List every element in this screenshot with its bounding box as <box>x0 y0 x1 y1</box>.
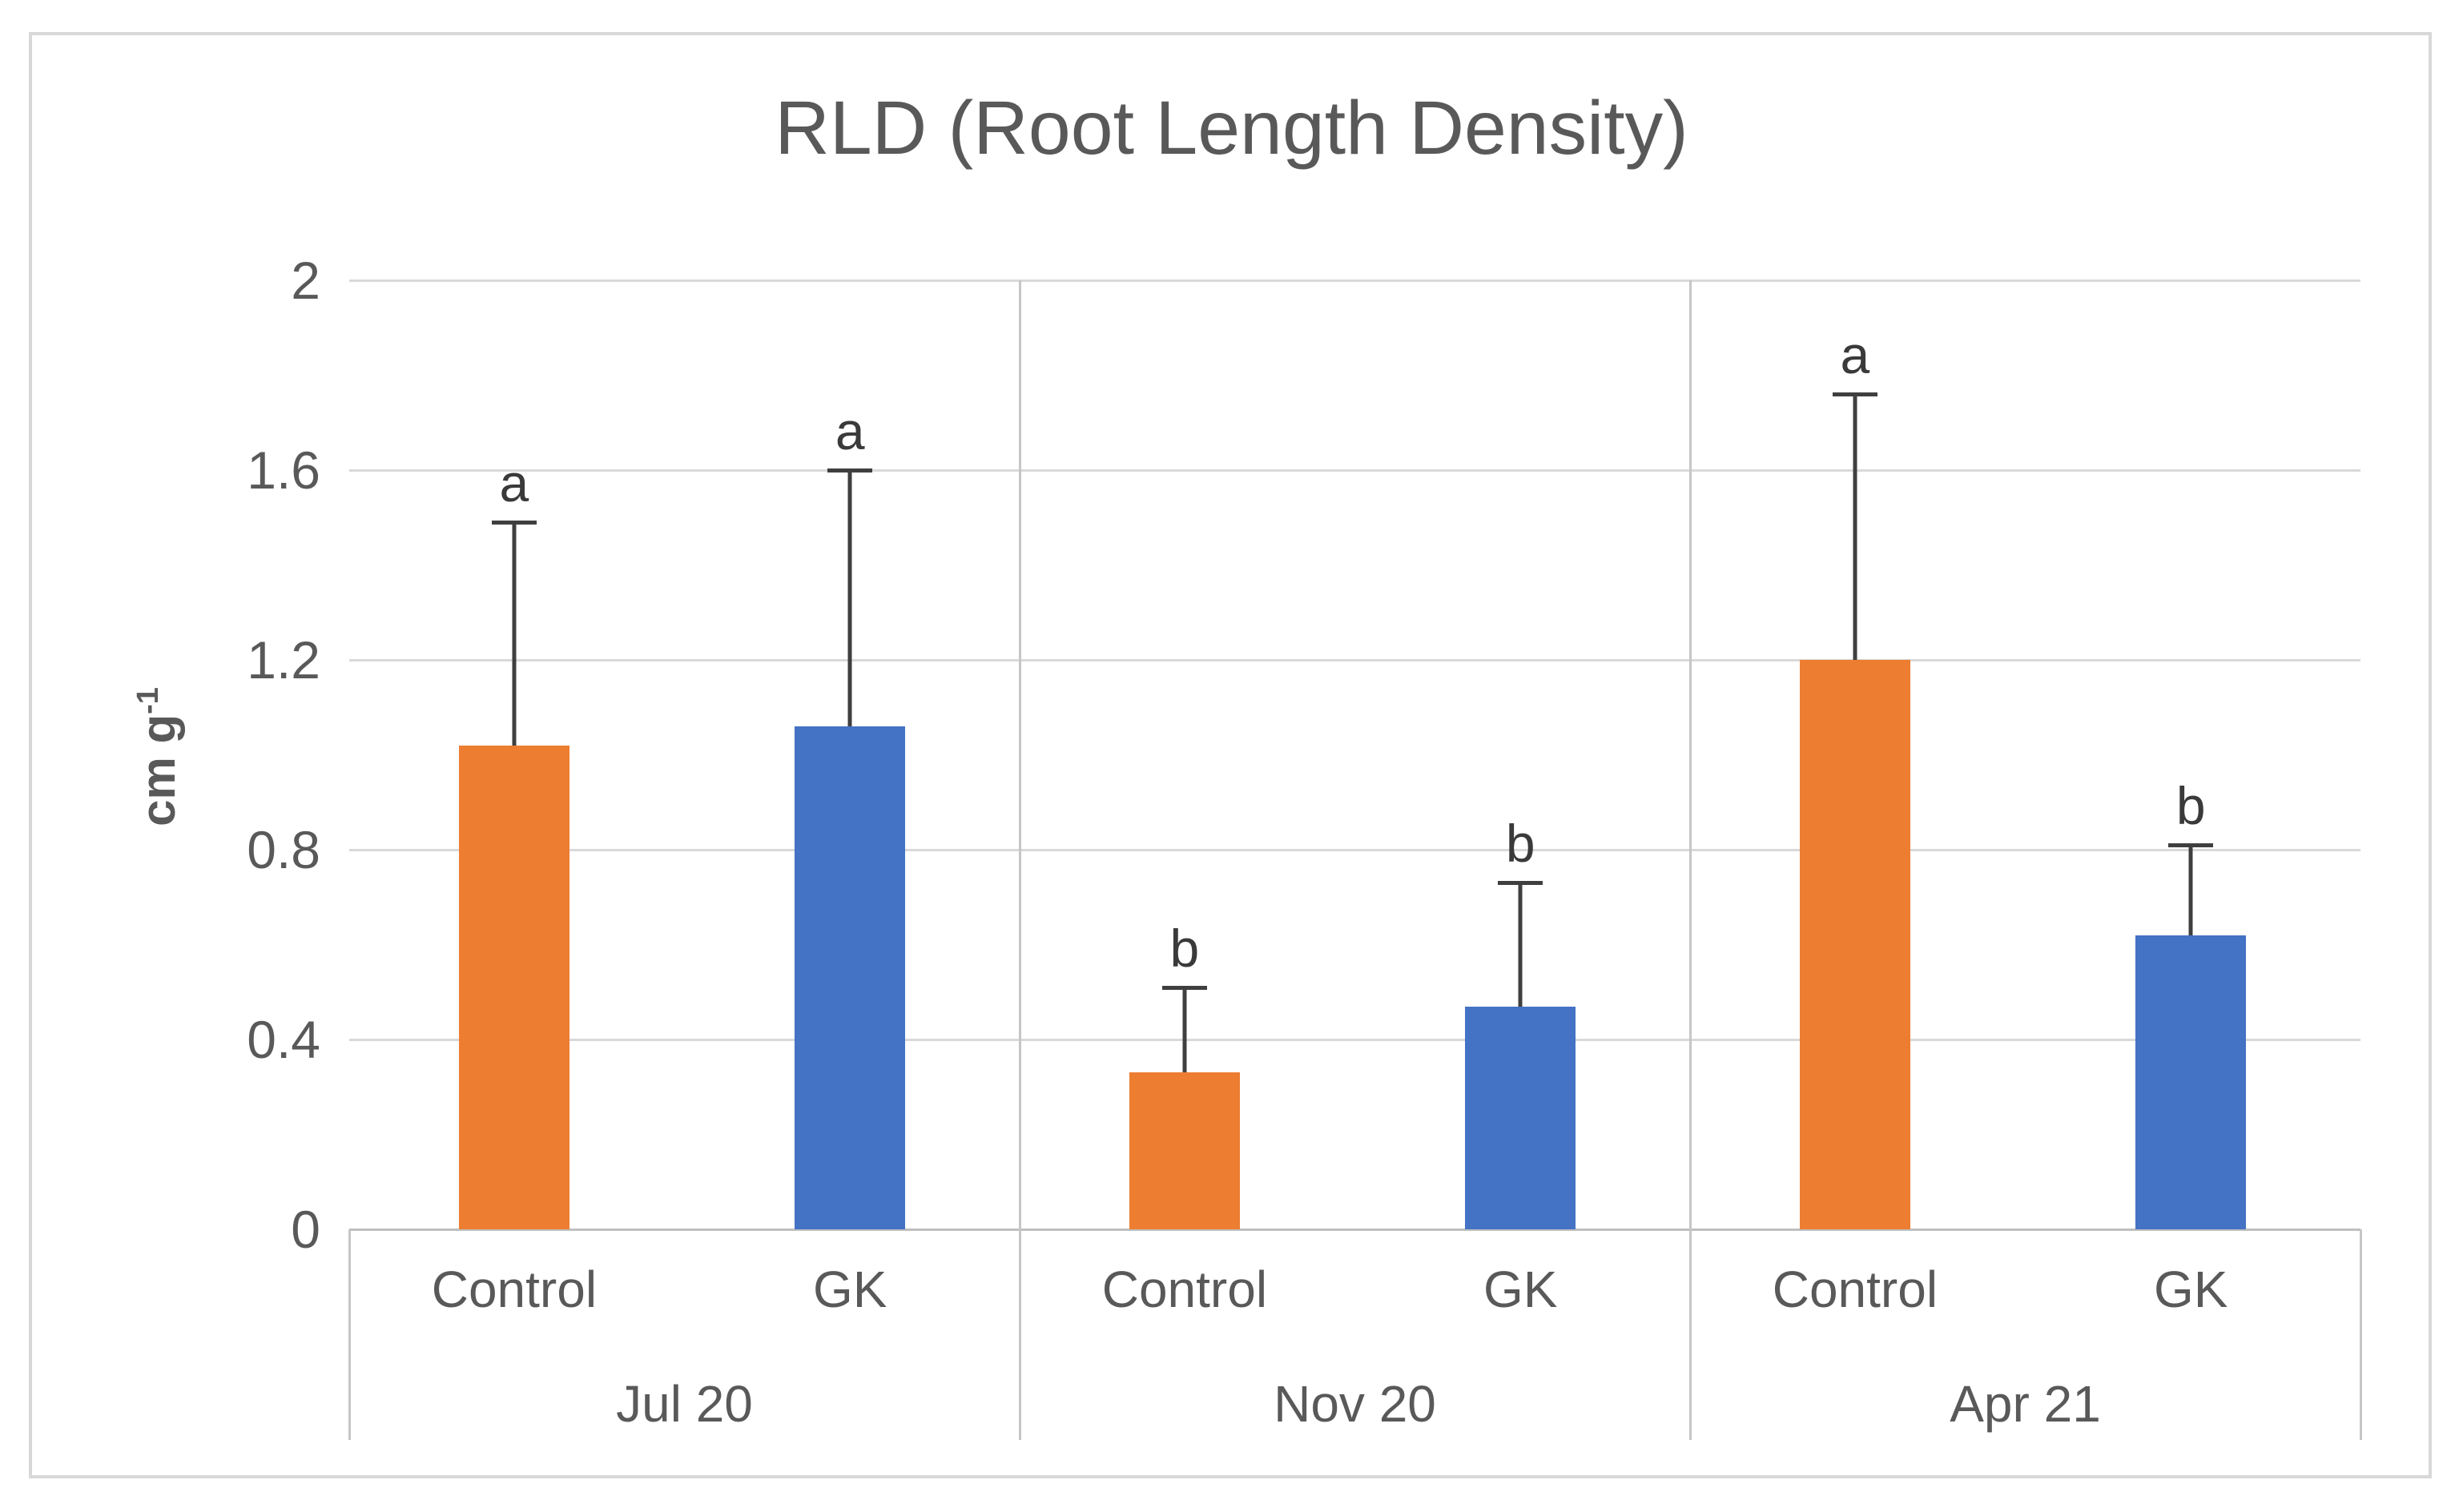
error-bar-stem-control-apr-21 <box>1853 394 1857 660</box>
y-tick-label-0: 0 <box>291 1200 320 1259</box>
significance-letter-control-nov-20: b <box>1169 918 1200 978</box>
category-table-left-border <box>348 1229 351 1440</box>
significance-letter-control-apr-21: a <box>1840 325 1870 385</box>
group-label-nov-20: Nov 20 <box>1274 1375 1436 1433</box>
category-label-control-jul-20: Control <box>431 1261 598 1318</box>
significance-letter-gk-nov-20: b <box>1505 814 1535 874</box>
category-label-gk-apr-21: GK <box>2154 1261 2228 1318</box>
bar-gk-apr-21 <box>2135 935 2247 1229</box>
y-tick-label-0.8: 0.8 <box>247 820 320 879</box>
gridline-1.6 <box>349 469 2360 472</box>
category-table-right-border <box>2359 1229 2362 1440</box>
y-tick-label-2: 2 <box>291 251 320 310</box>
category-label-control-apr-21: Control <box>1772 1261 1938 1318</box>
error-bar-cap-gk-apr-21 <box>2168 843 2214 848</box>
chart-frame <box>29 32 2432 1478</box>
y-axis-title-base: cm g <box>131 714 185 826</box>
error-bar-stem-control-jul-20 <box>512 522 517 746</box>
error-bar-cap-control-apr-21 <box>1832 392 1877 397</box>
group-separator <box>1688 280 1692 1440</box>
gridline-1.2 <box>349 659 2360 662</box>
y-tick-label-1.2: 1.2 <box>247 630 320 690</box>
group-separator <box>1018 280 1021 1440</box>
bar-control-jul-20 <box>458 745 569 1229</box>
bar-gk-nov-20 <box>1465 1006 1576 1229</box>
error-bar-cap-control-nov-20 <box>1161 985 1207 990</box>
error-bar-stem-control-nov-20 <box>1182 987 1187 1073</box>
gridline-0.8 <box>349 849 2360 851</box>
error-bar-stem-gk-jul-20 <box>847 470 852 726</box>
gridline-2 <box>349 279 2360 282</box>
chart-title: RLD (Root Length Density) <box>775 86 1688 171</box>
error-bar-cap-control-jul-20 <box>491 521 537 525</box>
significance-letter-gk-apr-21: b <box>2175 776 2206 836</box>
x-axis-line <box>349 1228 2360 1231</box>
bar-control-nov-20 <box>1129 1072 1240 1229</box>
y-tick-label-1.6: 1.6 <box>247 440 320 500</box>
error-bar-stem-gk-apr-21 <box>2188 845 2193 935</box>
category-label-gk-jul-20: GK <box>813 1261 887 1318</box>
group-label-jul-20: Jul 20 <box>616 1375 753 1433</box>
bar-gk-jul-20 <box>795 726 906 1229</box>
error-bar-cap-gk-nov-20 <box>1498 881 1543 886</box>
bar-control-apr-21 <box>1799 660 1910 1229</box>
significance-letter-control-jul-20: a <box>499 453 529 513</box>
category-label-control-nov-20: Control <box>1101 1261 1268 1318</box>
error-bar-stem-gk-nov-20 <box>1518 883 1523 1007</box>
significance-letter-gk-jul-20: a <box>835 401 865 460</box>
y-axis-title: cm g-1 <box>131 412 185 1101</box>
error-bar-cap-gk-jul-20 <box>827 468 873 472</box>
y-tick-label-0.4: 0.4 <box>247 1010 320 1069</box>
category-label-gk-nov-20: GK <box>1483 1261 1558 1318</box>
gridline-0.4 <box>349 1039 2360 1041</box>
group-label-apr-21: Apr 21 <box>1950 1375 2101 1433</box>
